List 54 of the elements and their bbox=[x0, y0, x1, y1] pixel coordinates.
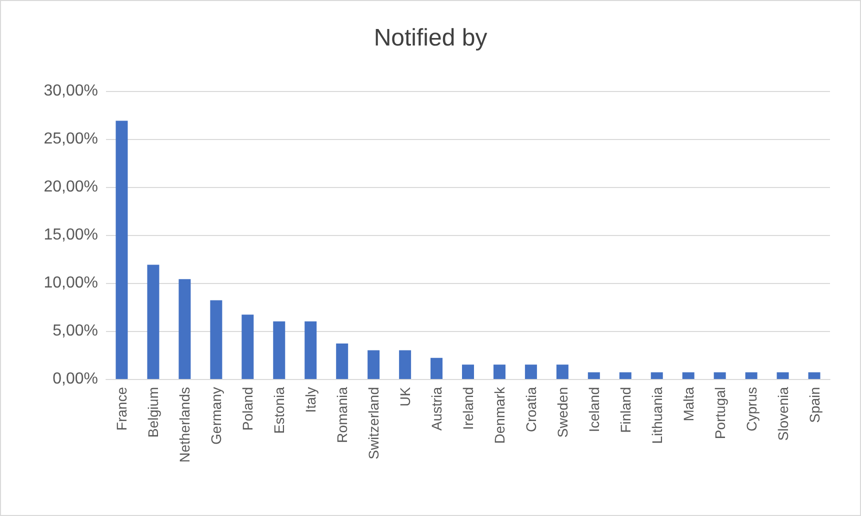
bar bbox=[588, 372, 600, 379]
x-tick-label: Slovenia bbox=[774, 386, 791, 441]
y-tick-label: 15,00% bbox=[44, 226, 98, 244]
x-tick-label: Netherlands bbox=[176, 387, 193, 462]
bar bbox=[682, 372, 694, 379]
x-tick-label: Malta bbox=[680, 386, 696, 422]
bar bbox=[178, 279, 191, 379]
bar bbox=[556, 364, 568, 379]
bar bbox=[430, 358, 443, 379]
x-tick-label: Ireland bbox=[460, 387, 476, 430]
bar bbox=[745, 372, 758, 379]
bar bbox=[304, 321, 317, 379]
x-tick-label: Denmark bbox=[491, 386, 508, 444]
x-tick-label: Portugal bbox=[712, 387, 728, 440]
y-tick-label: 25,00% bbox=[44, 130, 98, 148]
x-tick-label: Belgium bbox=[145, 387, 162, 438]
bar bbox=[336, 343, 348, 379]
y-tick-label: 30,00% bbox=[44, 82, 98, 100]
y-tick-label: 5,00% bbox=[52, 322, 98, 340]
bar bbox=[368, 350, 380, 379]
x-tick-label: Iceland bbox=[586, 387, 602, 432]
x-tick-label: Italy bbox=[302, 387, 319, 413]
x-tick-label: Croatia bbox=[522, 386, 539, 432]
y-tick-label: 10,00% bbox=[44, 274, 98, 292]
y-tick-label: 0,00% bbox=[52, 370, 98, 388]
bar bbox=[273, 321, 286, 379]
chart-title: Notified by bbox=[374, 24, 488, 52]
x-tick-label: Germany bbox=[208, 387, 224, 445]
x-tick-label: Austria bbox=[428, 386, 445, 431]
bar bbox=[493, 364, 506, 379]
bar bbox=[399, 350, 412, 379]
x-tick-label: France bbox=[114, 386, 130, 431]
bar bbox=[242, 314, 254, 379]
bar bbox=[524, 364, 537, 379]
bar bbox=[619, 372, 632, 379]
bar bbox=[776, 372, 789, 379]
y-tick-label: 20,00% bbox=[44, 178, 98, 196]
bar bbox=[650, 372, 663, 379]
x-tick-label: Lithuania bbox=[648, 386, 665, 444]
bar bbox=[808, 372, 820, 379]
x-tick-label: Spain bbox=[806, 387, 822, 423]
bar bbox=[462, 364, 474, 379]
x-tick-label: Romania bbox=[334, 386, 350, 444]
x-tick-label: UK bbox=[397, 386, 414, 406]
x-tick-label: Sweden bbox=[554, 387, 570, 438]
bar bbox=[147, 264, 160, 379]
x-tick-label: Finland bbox=[617, 387, 634, 433]
bar bbox=[210, 300, 222, 379]
x-tick-label: Poland bbox=[240, 387, 256, 431]
bar bbox=[116, 120, 128, 379]
x-tick-label: Cyprus bbox=[743, 387, 760, 432]
x-tick-label: Estonia bbox=[271, 386, 288, 434]
bar bbox=[714, 372, 726, 379]
x-tick-label: Switzerland bbox=[366, 387, 382, 460]
